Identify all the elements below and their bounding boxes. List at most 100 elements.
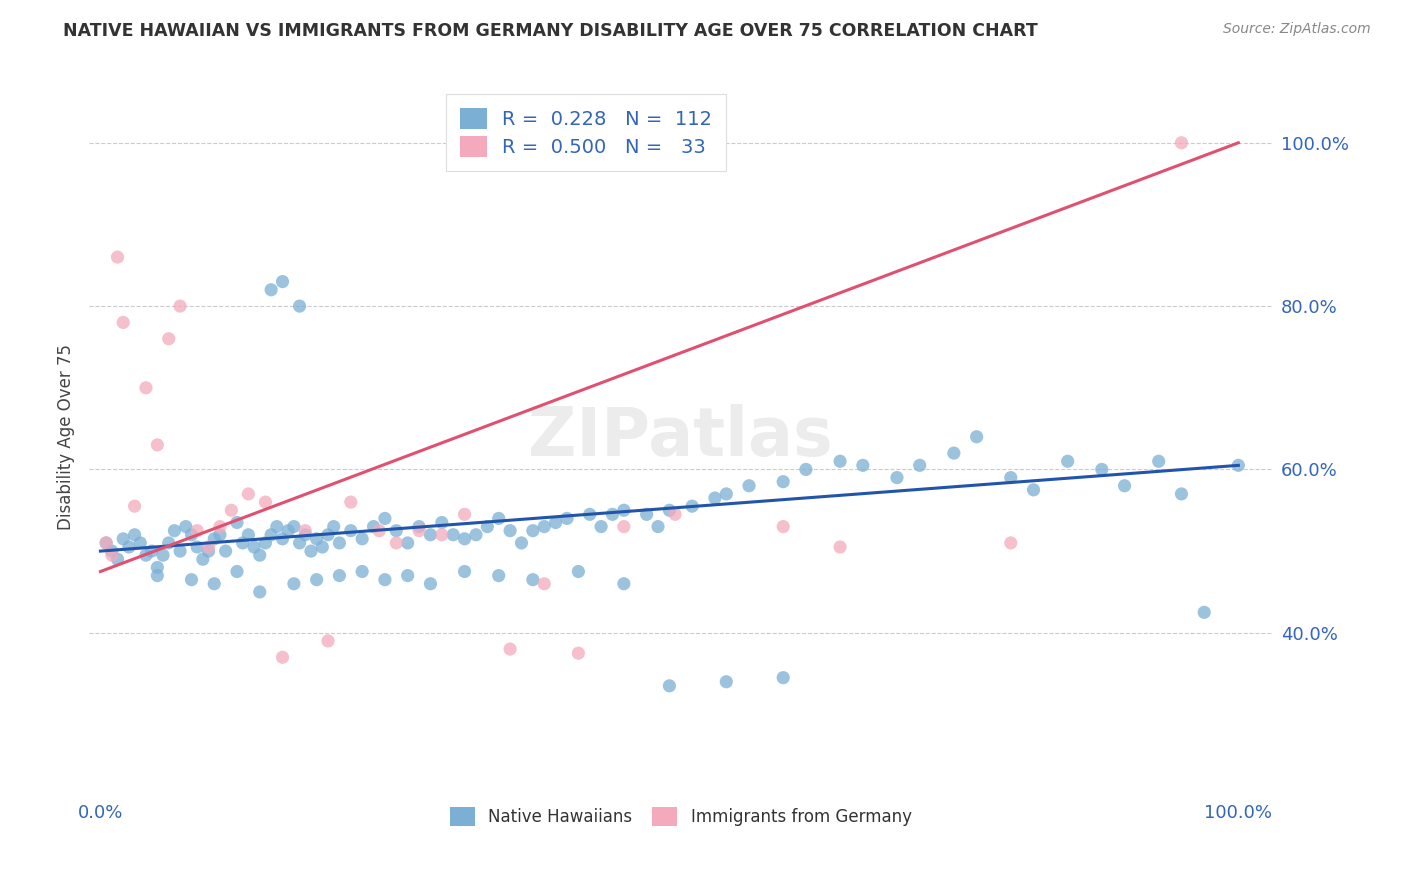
Point xyxy=(908,458,931,473)
Point xyxy=(544,516,567,530)
Point xyxy=(180,528,202,542)
Point xyxy=(886,470,908,484)
Point xyxy=(208,519,231,533)
Point xyxy=(146,560,169,574)
Point xyxy=(716,674,738,689)
Point xyxy=(828,454,851,468)
Point xyxy=(396,568,419,582)
Point xyxy=(419,528,441,542)
Point xyxy=(567,565,589,579)
Y-axis label: Disability Age Over 75: Disability Age Over 75 xyxy=(58,343,75,530)
Point xyxy=(169,544,191,558)
Point xyxy=(772,475,794,489)
Point xyxy=(408,519,430,533)
Point xyxy=(419,576,441,591)
Point xyxy=(1170,487,1192,501)
Point xyxy=(157,536,180,550)
Point xyxy=(794,462,817,476)
Point xyxy=(146,438,169,452)
Point xyxy=(1147,454,1170,468)
Point xyxy=(942,446,965,460)
Point xyxy=(197,540,219,554)
Point xyxy=(385,524,408,538)
Point xyxy=(488,568,510,582)
Point xyxy=(636,508,658,522)
Point xyxy=(94,536,117,550)
Point xyxy=(681,499,703,513)
Point xyxy=(221,503,243,517)
Point xyxy=(1000,536,1022,550)
Point xyxy=(453,565,475,579)
Point xyxy=(1170,136,1192,150)
Point xyxy=(186,540,208,554)
Point xyxy=(522,524,544,538)
Legend: Native Hawaiians, Immigrants from Germany: Native Hawaiians, Immigrants from German… xyxy=(441,799,920,835)
Point xyxy=(1000,470,1022,484)
Point xyxy=(238,528,260,542)
Point xyxy=(124,528,146,542)
Point xyxy=(465,528,488,542)
Point xyxy=(232,536,254,550)
Point xyxy=(368,524,391,538)
Point xyxy=(288,536,311,550)
Point xyxy=(238,487,260,501)
Point xyxy=(613,519,636,533)
Point xyxy=(477,519,499,533)
Point xyxy=(1022,483,1045,497)
Point xyxy=(1091,462,1114,476)
Point xyxy=(772,671,794,685)
Point xyxy=(271,275,294,289)
Point xyxy=(316,528,339,542)
Point xyxy=(283,576,305,591)
Point xyxy=(305,573,328,587)
Point xyxy=(533,576,555,591)
Point xyxy=(141,544,163,558)
Point xyxy=(352,565,374,579)
Point xyxy=(107,552,129,566)
Point xyxy=(339,524,361,538)
Point xyxy=(277,524,299,538)
Point xyxy=(966,430,988,444)
Text: NATIVE HAWAIIAN VS IMMIGRANTS FROM GERMANY DISABILITY AGE OVER 75 CORRELATION CH: NATIVE HAWAIIAN VS IMMIGRANTS FROM GERMA… xyxy=(63,22,1038,40)
Point xyxy=(112,532,135,546)
Point xyxy=(129,536,152,550)
Point xyxy=(738,479,761,493)
Point xyxy=(157,332,180,346)
Point xyxy=(522,573,544,587)
Point xyxy=(124,499,146,513)
Point xyxy=(186,524,208,538)
Point xyxy=(339,495,361,509)
Point xyxy=(352,532,374,546)
Point xyxy=(613,503,636,517)
Point xyxy=(135,548,157,562)
Point xyxy=(180,573,202,587)
Point xyxy=(135,381,157,395)
Point xyxy=(288,299,311,313)
Point xyxy=(408,524,430,538)
Point xyxy=(311,540,333,554)
Point xyxy=(101,544,124,558)
Point xyxy=(499,524,522,538)
Point xyxy=(243,540,266,554)
Point xyxy=(283,519,305,533)
Point xyxy=(385,536,408,550)
Text: Source: ZipAtlas.com: Source: ZipAtlas.com xyxy=(1223,22,1371,37)
Point xyxy=(214,544,236,558)
Point xyxy=(260,283,283,297)
Point xyxy=(226,565,249,579)
Point xyxy=(107,250,129,264)
Point xyxy=(254,536,277,550)
Point xyxy=(374,573,396,587)
Point xyxy=(202,576,225,591)
Point xyxy=(249,585,271,599)
Point xyxy=(658,679,681,693)
Point xyxy=(271,532,294,546)
Point xyxy=(430,528,453,542)
Point xyxy=(271,650,294,665)
Point xyxy=(441,528,464,542)
Point xyxy=(664,508,686,522)
Point xyxy=(647,519,669,533)
Point xyxy=(499,642,522,657)
Point xyxy=(828,540,851,554)
Point xyxy=(94,536,117,550)
